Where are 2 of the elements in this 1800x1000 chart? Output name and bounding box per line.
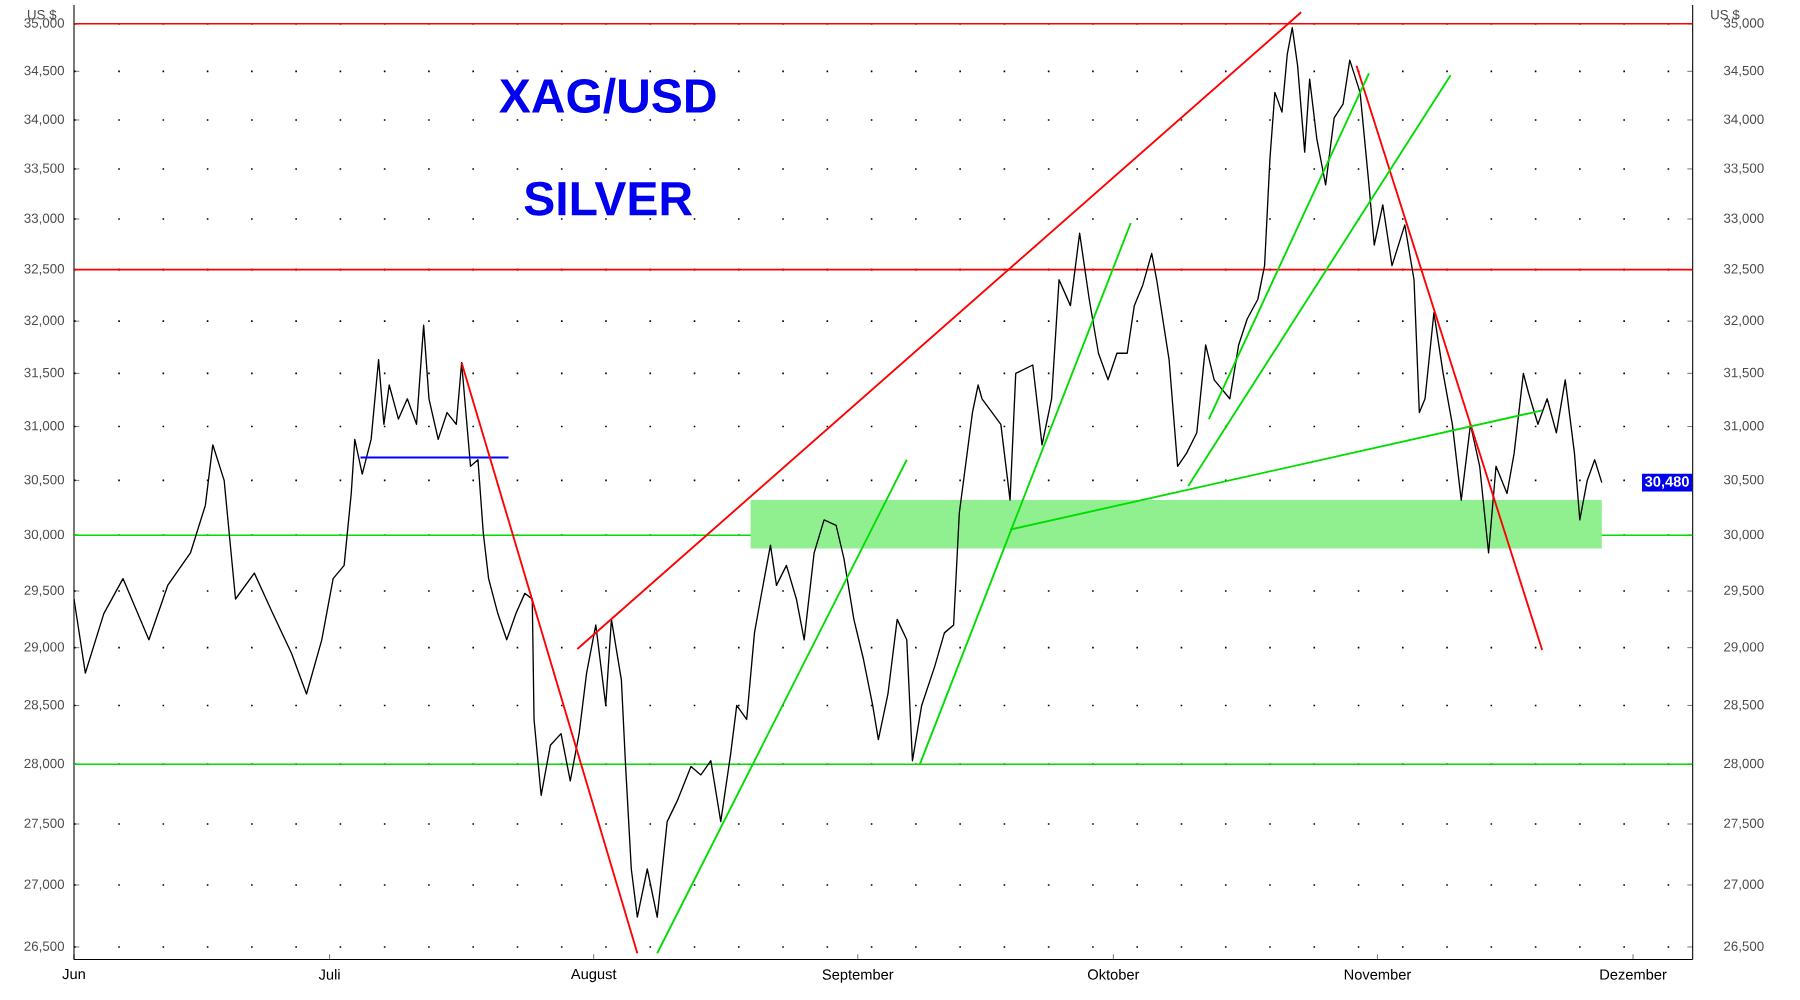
- text: SILVER: [524, 181, 693, 216]
- text: XAG/USD: [499, 77, 716, 114]
